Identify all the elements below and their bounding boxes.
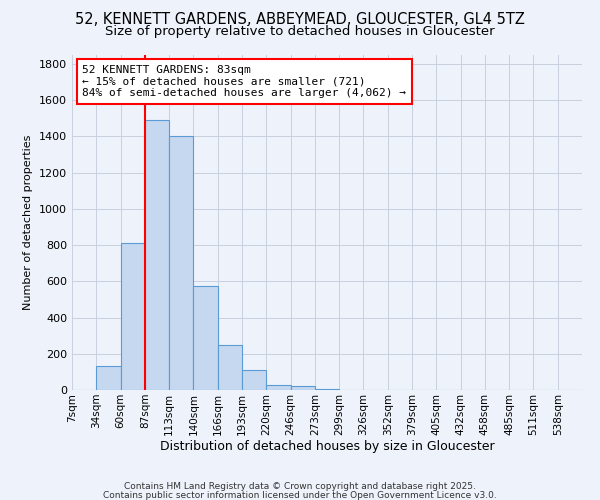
Bar — [169, 136, 193, 390]
Text: Size of property relative to detached houses in Gloucester: Size of property relative to detached ho… — [105, 25, 495, 38]
Bar — [96, 366, 121, 390]
Text: Contains public sector information licensed under the Open Government Licence v3: Contains public sector information licen… — [103, 490, 497, 500]
Text: Contains HM Land Registry data © Crown copyright and database right 2025.: Contains HM Land Registry data © Crown c… — [124, 482, 476, 491]
Bar — [121, 244, 145, 390]
Bar — [145, 120, 169, 390]
Bar — [193, 286, 218, 390]
Bar — [218, 344, 242, 390]
Bar — [266, 384, 290, 390]
Text: 52, KENNETT GARDENS, ABBEYMEAD, GLOUCESTER, GL4 5TZ: 52, KENNETT GARDENS, ABBEYMEAD, GLOUCEST… — [75, 12, 525, 28]
Bar — [242, 370, 266, 390]
Text: 52 KENNETT GARDENS: 83sqm
← 15% of detached houses are smaller (721)
84% of semi: 52 KENNETT GARDENS: 83sqm ← 15% of detac… — [82, 65, 406, 98]
Bar — [290, 386, 315, 390]
Y-axis label: Number of detached properties: Number of detached properties — [23, 135, 34, 310]
X-axis label: Distribution of detached houses by size in Gloucester: Distribution of detached houses by size … — [160, 440, 494, 454]
Bar — [315, 389, 339, 390]
